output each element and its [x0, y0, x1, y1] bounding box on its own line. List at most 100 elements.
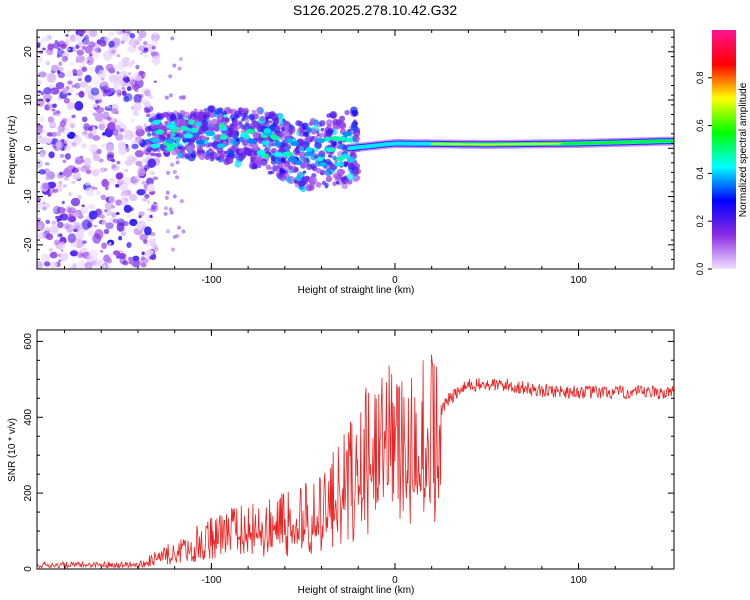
noise-blob — [143, 164, 150, 170]
noise-blob — [112, 250, 121, 256]
noise-blob — [97, 213, 101, 218]
signal-blob — [253, 146, 259, 151]
noise-blob — [75, 229, 85, 240]
spectrogram-data — [37, 30, 674, 269]
signal-blob — [150, 152, 155, 157]
noise-blob — [153, 31, 158, 36]
signal-blob — [299, 185, 307, 193]
signal-blob — [234, 160, 242, 168]
noise-blob — [168, 74, 173, 79]
noise-blob — [70, 62, 75, 66]
signal-blob — [264, 111, 270, 117]
noise-blob — [37, 159, 43, 169]
noise-blob — [170, 162, 175, 167]
noise-blob — [37, 260, 43, 269]
signal-blob — [319, 132, 325, 138]
signal-blob — [144, 126, 152, 133]
noise-blob — [163, 206, 168, 211]
noise-blob — [170, 36, 175, 41]
noise-blob — [45, 219, 51, 225]
signal-blob — [339, 169, 346, 175]
signal-core — [270, 134, 277, 140]
noise-blob — [175, 233, 180, 238]
signal-blob — [328, 127, 334, 134]
noise-blob — [38, 137, 47, 144]
noise-blob — [178, 57, 183, 62]
signal-blob — [338, 143, 345, 150]
noise-blob — [58, 61, 63, 67]
signal-blob — [295, 175, 303, 182]
noise-blob — [111, 128, 119, 136]
noise-blob — [59, 153, 65, 158]
signal-blob — [270, 156, 276, 162]
noise-blob — [47, 72, 57, 83]
noise-blob — [45, 137, 53, 144]
noise-blob — [128, 194, 138, 202]
noise-blob — [64, 153, 71, 160]
noise-blob — [129, 79, 138, 87]
signal-blob — [309, 163, 316, 170]
colorbar-tick-label: 0.6 — [695, 119, 705, 132]
noise-blob — [72, 172, 82, 180]
signal-blob — [225, 117, 231, 123]
noise-blob — [37, 196, 42, 203]
figure-title: S126.2025.278.10.42.G32 — [292, 2, 458, 18]
noise-blob — [63, 138, 70, 145]
noise-blob — [142, 197, 148, 202]
snr-ticks: -100 0 100 0 200 400 600 — [23, 330, 674, 586]
noise-blob — [59, 213, 69, 221]
signal-band — [430, 142, 561, 146]
noise-blob — [153, 80, 157, 83]
noise-blob — [72, 142, 76, 146]
signal-blob — [309, 180, 316, 187]
signal-blob — [329, 111, 337, 119]
y-tick-label: 20 — [23, 46, 34, 58]
noise-blob — [103, 50, 113, 61]
signal-blob — [325, 175, 333, 183]
noise-blob — [93, 103, 99, 108]
noise-blob — [131, 259, 141, 268]
noise-blob — [99, 167, 106, 173]
noise-blob — [44, 104, 50, 111]
noise-blob — [122, 56, 130, 63]
signal-blob — [346, 172, 355, 181]
noise-blob — [38, 115, 45, 122]
noise-blob — [55, 141, 62, 149]
noise-blob — [58, 259, 62, 262]
noise-blob — [63, 222, 70, 230]
signal-blob — [166, 133, 171, 138]
noise-blob — [145, 249, 154, 256]
noise-blob — [62, 87, 69, 95]
noise-blob — [105, 222, 114, 230]
noise-blob — [106, 105, 111, 110]
noise-blob — [118, 252, 127, 259]
signal-blob — [303, 176, 309, 182]
noise-blob — [107, 122, 116, 130]
signal-blob — [176, 112, 180, 116]
noise-blob — [181, 229, 186, 234]
noise-blob — [143, 47, 149, 52]
noise-blob — [116, 53, 121, 58]
noise-blob — [135, 125, 143, 132]
noise-blob — [67, 92, 72, 96]
noise-blob — [150, 172, 155, 176]
noise-blob — [105, 144, 115, 153]
noise-blob — [91, 50, 101, 60]
noise-blob — [172, 63, 177, 68]
noise-blob — [121, 185, 128, 192]
noise-blob — [71, 114, 76, 119]
signal-blob — [189, 112, 198, 121]
noise-blob — [116, 160, 121, 165]
noise-blob — [153, 246, 159, 252]
noise-blob — [104, 36, 111, 42]
x-tick-label: 100 — [570, 275, 587, 286]
noise-blob — [100, 214, 105, 219]
noise-blob — [134, 88, 139, 93]
noise-blob — [37, 232, 45, 240]
signal-blob — [324, 182, 329, 187]
signal-blob — [284, 146, 290, 151]
signal-core — [180, 125, 189, 131]
noise-blob — [123, 204, 132, 213]
noise-blob — [55, 215, 60, 220]
noise-blob — [47, 193, 52, 197]
